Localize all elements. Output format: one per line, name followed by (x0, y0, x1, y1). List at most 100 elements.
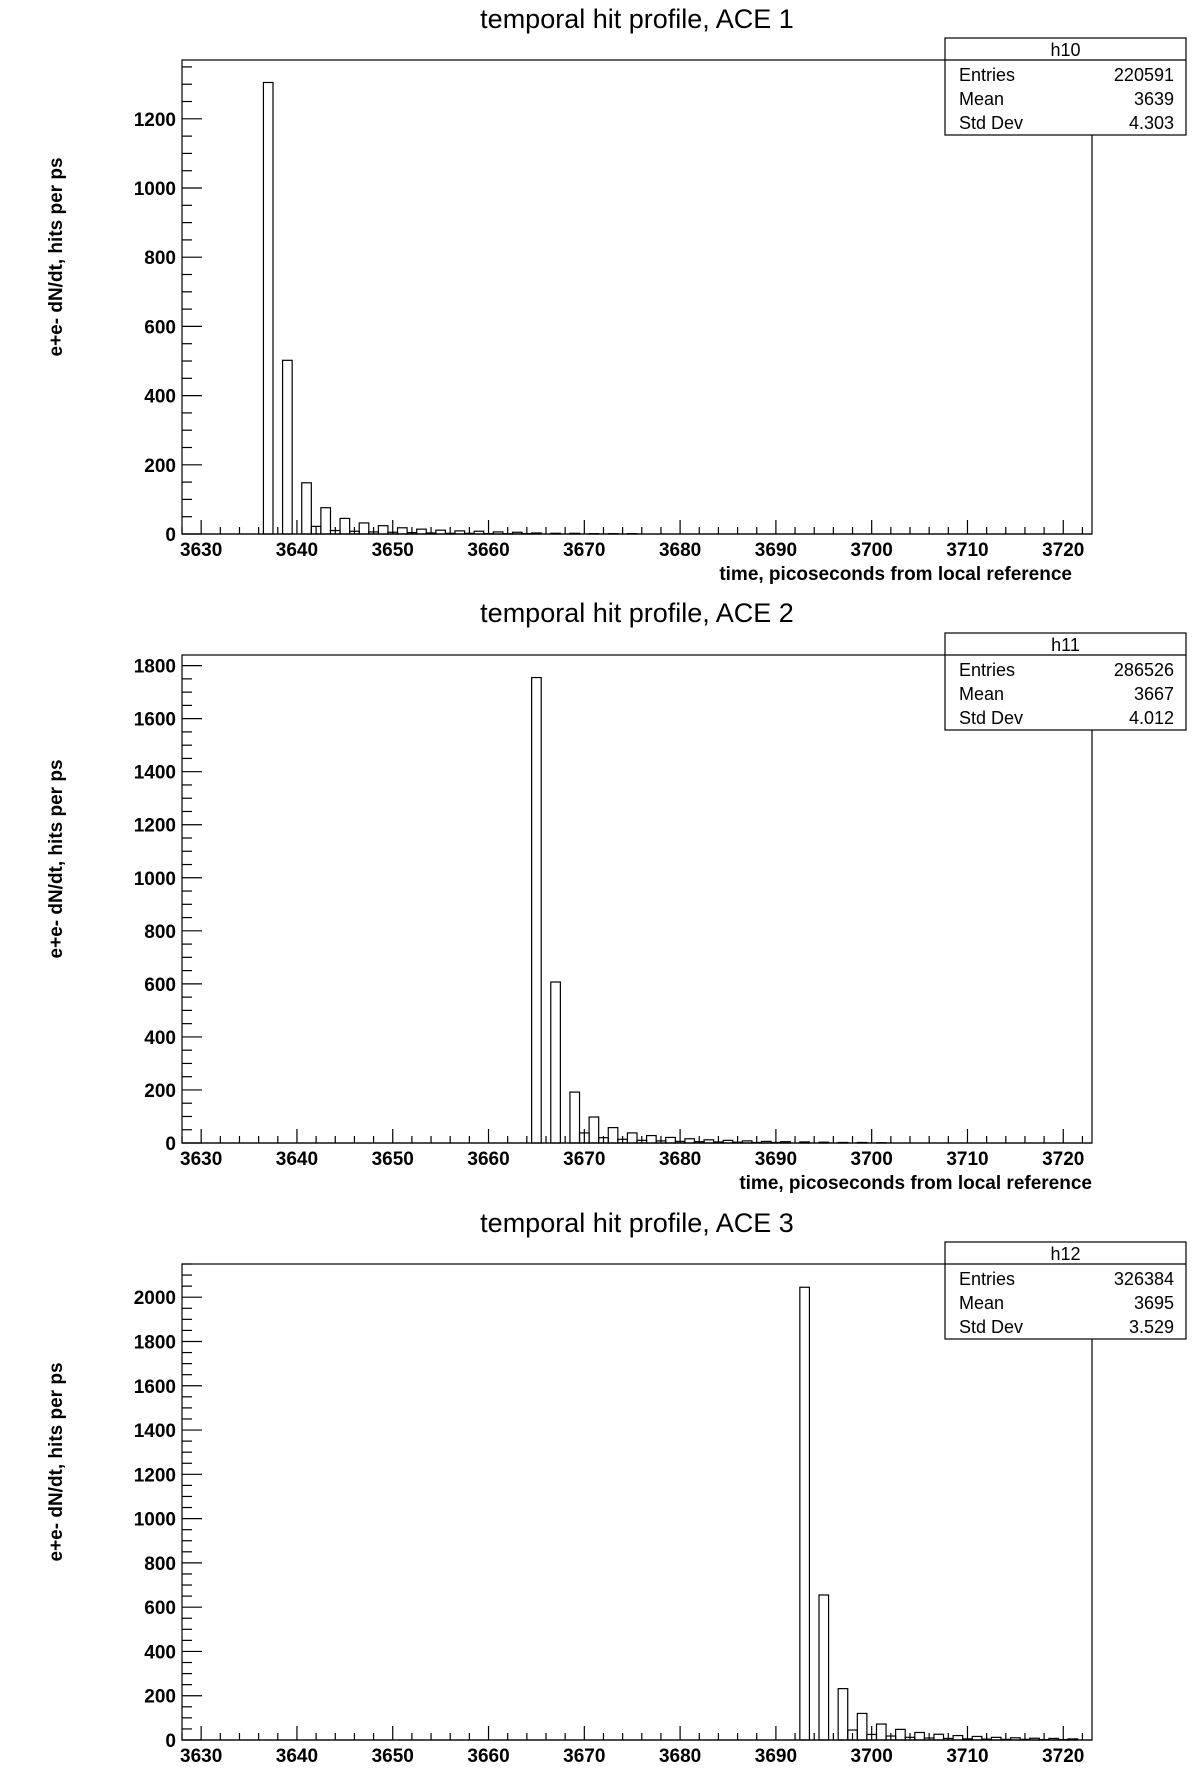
y-tick-label: 1000 (134, 1510, 176, 1531)
chart-title: temporal hit profile, ACE 3 (480, 1208, 794, 1238)
chart-title: temporal hit profile, ACE 2 (480, 598, 794, 628)
histogram-bar (741, 1140, 753, 1144)
stats-box: h11 Entries 286526 Mean 3667 Std Dev 4.012 (944, 632, 1187, 731)
histogram-bar (377, 525, 389, 535)
histogram-bar (339, 517, 351, 535)
y-tick-label: 1200 (134, 816, 176, 837)
x-tick-label: 3660 (467, 1149, 509, 1170)
x-axis-title: time, picoseconds from local reference (719, 564, 1072, 585)
histogram-bar (722, 1139, 734, 1144)
stats-std-dev-label: Std Dev (959, 113, 1023, 133)
histogram-bar (981, 1738, 993, 1741)
stats-mean-label: Mean (959, 684, 1004, 704)
x-tick-label: 3710 (946, 1149, 988, 1170)
stats-entries-label: Entries (959, 660, 1015, 680)
stats-entries-label: Entries (959, 1269, 1015, 1289)
stats-std-dev-value: 3.529 (1129, 1317, 1174, 1337)
histogram-bar (492, 531, 504, 535)
stats-mean-label: Mean (959, 1293, 1004, 1313)
histogram-bar (875, 1723, 887, 1741)
histogram-bar (1048, 1737, 1060, 1741)
y-tick-label: 200 (144, 456, 176, 477)
histogram-bar (645, 1134, 657, 1144)
histogram-bar (550, 981, 561, 1144)
histogram-bar (531, 532, 542, 535)
y-tick-label: 1600 (134, 710, 176, 731)
y-tick-label: 1200 (134, 110, 176, 131)
stats-box-frame (944, 632, 1187, 731)
histogram-bar (732, 1141, 743, 1144)
y-tick-label: 1400 (134, 1421, 176, 1442)
y-tick-label: 400 (144, 1028, 176, 1049)
x-tick-label: 3690 (755, 540, 797, 561)
histogram-bar (550, 532, 561, 535)
x-tick-label: 3700 (851, 1149, 893, 1170)
histogram-bar (971, 1735, 983, 1741)
y-tick-label: 1600 (134, 1377, 176, 1398)
histogram-bar (444, 532, 456, 535)
histogram-bar (463, 532, 475, 535)
y-axis-title: e+e- dN/dt, hits per ps (46, 1362, 67, 1561)
histogram-bar (933, 1733, 945, 1741)
histogram-bar (818, 1594, 830, 1741)
histogram-panel-1: temporal hit profile, ACE 1 3630 3640 3650 3… (46, 4, 1187, 585)
x-tick-label: 3650 (372, 1149, 414, 1170)
histogram-bar (837, 1141, 849, 1144)
histogram-bar (320, 507, 332, 535)
histogram-bar (818, 1141, 830, 1144)
histogram-bar (799, 1286, 811, 1741)
histogram-bar (454, 530, 466, 535)
x-tick-label: 3690 (755, 1149, 797, 1170)
histogram-panel-2: temporal hit profile, ACE 2 3630 3640 3650 3… (46, 598, 1187, 1194)
x-tick-label: 3710 (946, 1746, 988, 1767)
histogram-bar (952, 1734, 964, 1741)
histogram-bar (856, 1141, 868, 1144)
histogram-bar (569, 532, 581, 535)
y-tick-label: 1800 (134, 657, 176, 678)
histogram-bar (607, 1127, 619, 1144)
stats-std-dev-label: Std Dev (959, 708, 1023, 728)
histogram-bar (665, 1136, 676, 1144)
stats-std-dev-value: 4.012 (1129, 708, 1174, 728)
y-tick-label: 200 (144, 1081, 176, 1102)
histogram-bar (856, 1712, 868, 1741)
histogram-bar (626, 1132, 638, 1144)
histogram-bar (770, 1141, 782, 1144)
y-tick-label: 1400 (134, 763, 176, 784)
stats-entries-value: 220591 (1114, 65, 1174, 85)
x-tick-label: 3720 (1042, 540, 1084, 561)
histogram-bar (1067, 1738, 1079, 1741)
x-tick-label: 3680 (659, 1746, 701, 1767)
x-tick-label: 3640 (276, 540, 318, 561)
stats-mean-value: 3667 (1134, 684, 1174, 704)
x-tick-label: 3640 (276, 1149, 318, 1170)
x-tick-label: 3650 (372, 1746, 414, 1767)
stats-name: h10 (1050, 40, 1080, 60)
histogram-bar (990, 1736, 1002, 1741)
y-tick-label: 0 (165, 525, 176, 546)
histogram-bar (1029, 1737, 1040, 1741)
stats-mean-label: Mean (959, 89, 1004, 109)
y-tick-label: 800 (144, 248, 176, 269)
x-tick-label: 3640 (276, 1746, 318, 1767)
x-tick-label: 3650 (372, 540, 414, 561)
y-tick-label: 800 (144, 1554, 176, 1575)
y-tick-label: 1800 (134, 1332, 176, 1353)
y-tick-label: 0 (165, 1731, 176, 1752)
x-tick-label: 3700 (851, 1746, 893, 1767)
stats-box: h10 Entries 220591 Mean 3639 Std Dev 4.303 (944, 37, 1187, 136)
histogram-bar (301, 482, 312, 535)
histogram-bar (751, 1141, 763, 1144)
histogram-bar (425, 532, 437, 535)
x-tick-label: 3670 (563, 1149, 605, 1170)
histogram-bar (780, 1141, 791, 1144)
y-axis-title: e+e- dN/dt, hits per ps (46, 157, 67, 356)
y-tick-label: 400 (144, 1642, 176, 1663)
x-tick-label: 3630 (180, 540, 222, 561)
x-tick-label: 3660 (467, 540, 509, 561)
y-tick-label: 1200 (134, 1465, 176, 1486)
histogram-bar (914, 1731, 925, 1741)
y-tick-label: 800 (144, 922, 176, 943)
histogram-bar (1009, 1737, 1021, 1741)
x-tick-label: 3690 (755, 1746, 797, 1767)
